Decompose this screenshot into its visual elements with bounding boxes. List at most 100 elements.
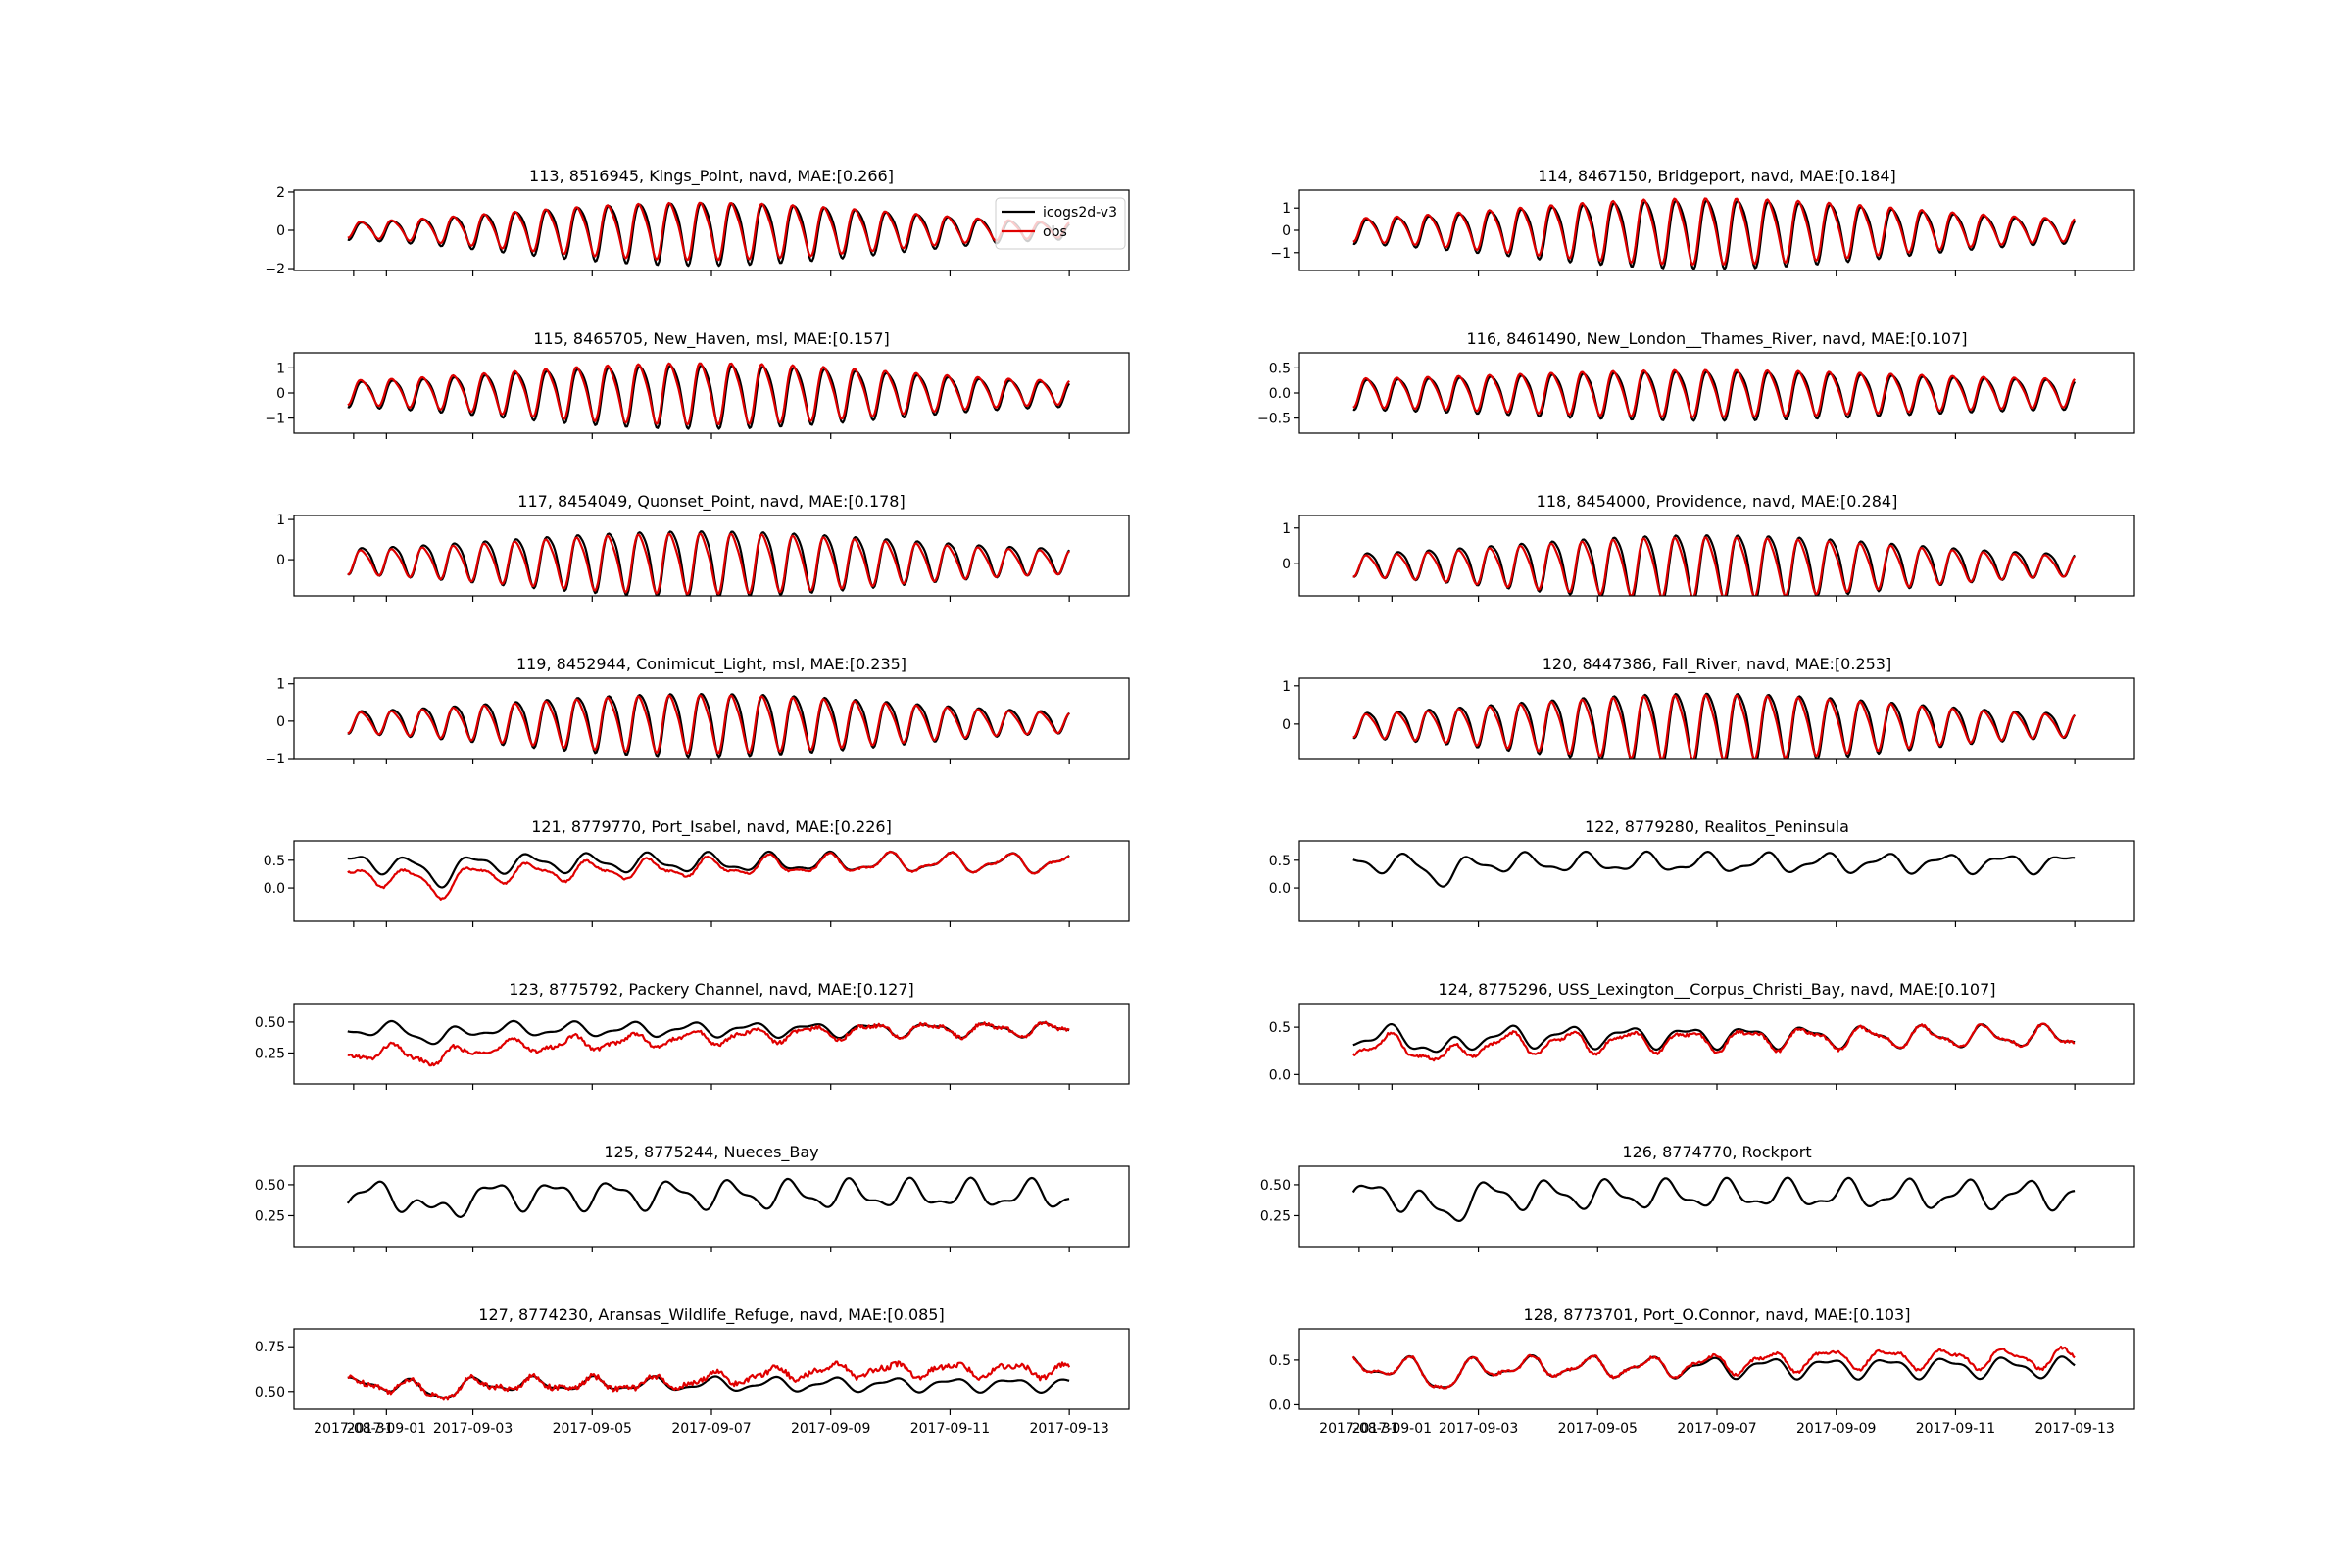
panel-title: 120, 8447386, Fall_River, navd, MAE:[0.2… xyxy=(1543,655,1891,674)
panel-title: 118, 8454000, Providence, navd, MAE:[0.2… xyxy=(1537,492,1898,511)
panel-title: 123, 8775792, Packery Channel, navd, MAE… xyxy=(509,980,913,999)
y-tick-label: 1 xyxy=(276,361,285,376)
panel-title: 119, 8452944, Conimicut_Light, msl, MAE:… xyxy=(516,655,906,674)
panel-title: 128, 8773701, Port_O.Connor, navd, MAE:[… xyxy=(1524,1305,1911,1325)
series-icogs2d-v3 xyxy=(347,365,1071,430)
panel-title: 122, 8779280, Realitos_Peninsula xyxy=(1585,817,1849,837)
chart-panel-14: 126, 8774770, Rockport 0.50 0.25 xyxy=(1260,1143,2135,1252)
y-tick-label: 0 xyxy=(1282,223,1291,239)
series-obs xyxy=(1351,1022,2076,1062)
series-icogs2d-v3 xyxy=(347,692,1070,759)
y-tick-label: −0.5 xyxy=(1257,412,1291,427)
chart-panel-2: 114, 8467150, Bridgeport, navd, MAE:[0.1… xyxy=(1270,167,2135,276)
x-tick-label: 2017-09-11 xyxy=(1916,1421,1995,1437)
y-tick-label: −2 xyxy=(265,262,285,277)
x-tick-label: 2017-09-11 xyxy=(910,1421,990,1437)
chart-panel-4: 116, 8461490, New_London__Thames_River, … xyxy=(1257,329,2135,439)
chart-panel-7: 119, 8452944, Conimicut_Light, msl, MAE:… xyxy=(265,655,1130,767)
y-tick-label: 0.25 xyxy=(255,1046,285,1061)
y-tick-label: 0.5 xyxy=(1269,361,1291,376)
legend: icogs2d-v3 obs xyxy=(995,197,1126,250)
y-tick-label: 0.0 xyxy=(1269,386,1291,402)
chart-panel-12: 124, 8775296, USS_Lexington__Corpus_Chri… xyxy=(1269,980,2135,1090)
y-tick-label: 0.50 xyxy=(1260,1178,1291,1194)
series-obs xyxy=(347,1360,1071,1401)
y-tick-label: 1 xyxy=(1282,521,1291,537)
series-obs xyxy=(347,362,1070,426)
y-tick-label: −1 xyxy=(1270,246,1291,262)
x-tick-label: 2017-09-13 xyxy=(2034,1421,2114,1437)
y-tick-label: 0.50 xyxy=(255,1015,285,1031)
y-tick-label: 1 xyxy=(276,513,285,528)
series-icogs2d-v3 xyxy=(347,530,1071,596)
panel-title: 113, 8516945, Kings_Point, navd, MAE:[0.… xyxy=(529,167,894,186)
chart-panel-11: 123, 8775792, Packery Channel, navd, MAE… xyxy=(255,980,1130,1090)
chart-panel-16: 128, 8773701, Port_O.Connor, navd, MAE:[… xyxy=(1269,1305,2135,1437)
plot-frame xyxy=(1298,1328,2135,1410)
panel-title: 125, 8775244, Nueces_Bay xyxy=(604,1143,818,1162)
series-icogs2d-v3 xyxy=(1352,692,2077,759)
series-icogs2d-v3 xyxy=(346,1176,1070,1219)
y-tick-label: 1 xyxy=(276,677,285,693)
chart-panel-5: 117, 8454049, Quonset_Point, navd, MAE:[… xyxy=(276,492,1130,602)
series-obs xyxy=(1351,1345,2076,1390)
y-tick-label: 0 xyxy=(1282,717,1291,733)
series-icogs2d-v3 xyxy=(1352,850,2076,888)
y-tick-label: 0.25 xyxy=(1260,1208,1291,1224)
series-obs xyxy=(347,1020,1070,1067)
chart-panel-13: 125, 8775244, Nueces_Bay 0.50 0.25 xyxy=(255,1143,1130,1252)
panel-title: 124, 8775296, USS_Lexington__Corpus_Chri… xyxy=(1438,980,1995,1000)
x-tick-label: 2017-08-31 xyxy=(314,1421,393,1437)
y-tick-label: 0 xyxy=(276,386,285,402)
series-icogs2d-v3 xyxy=(1352,534,2077,596)
x-tick-label: 2017-09-03 xyxy=(1439,1421,1518,1437)
series-obs xyxy=(347,850,1070,901)
panel-title: 116, 8461490, New_London__Thames_River, … xyxy=(1466,329,1967,349)
y-tick-label: 1 xyxy=(1282,679,1291,695)
y-tick-label: 0.5 xyxy=(1269,1020,1291,1036)
chart-panel-10: 122, 8779280, Realitos_Peninsula 0.5 0.0 xyxy=(1269,817,2135,927)
series-obs xyxy=(347,201,1070,262)
y-tick-label: 0.0 xyxy=(1269,881,1291,897)
panel-title: 121, 8779770, Port_Isabel, navd, MAE:[0.… xyxy=(531,817,892,837)
x-tick-label: 2017-09-01 xyxy=(1352,1421,1432,1437)
chart-panel-6: 118, 8454000, Providence, navd, MAE:[0.2… xyxy=(1282,492,2135,602)
panel-title: 114, 8467150, Bridgeport, navd, MAE:[0.1… xyxy=(1538,167,1896,185)
y-tick-label: −1 xyxy=(265,752,285,767)
panel-title: 127, 8774230, Aransas_Wildlife_Refuge, n… xyxy=(478,1305,944,1325)
y-tick-label: −1 xyxy=(265,412,285,427)
y-tick-label: 2 xyxy=(276,185,285,201)
series-obs xyxy=(1352,368,2076,418)
x-tick-label: 2017-09-05 xyxy=(1558,1421,1638,1437)
y-tick-label: 0.50 xyxy=(255,1178,285,1194)
x-tick-label: 2017-09-05 xyxy=(553,1421,632,1437)
y-tick-label: 0.0 xyxy=(264,881,285,897)
panel-title: 115, 8465705, New_Haven, msl, MAE:[0.157… xyxy=(533,329,890,349)
series-obs xyxy=(347,532,1070,596)
y-tick-label: 1 xyxy=(1282,201,1291,217)
panel-title: 126, 8774770, Rockport xyxy=(1622,1143,1811,1161)
x-tick-label: 2017-09-01 xyxy=(347,1421,426,1437)
y-tick-label: 0.0 xyxy=(1269,1397,1291,1413)
chart-panel-15: 127, 8774230, Aransas_Wildlife_Refuge, n… xyxy=(255,1305,1130,1437)
y-tick-label: 0 xyxy=(1282,557,1291,572)
series-obs xyxy=(1352,536,2076,596)
legend-label: icogs2d-v3 xyxy=(1043,205,1117,220)
chart-panel-8: 120, 8447386, Fall_River, navd, MAE:[0.2… xyxy=(1282,655,2135,764)
series-icogs2d-v3 xyxy=(1351,1176,2076,1223)
y-tick-label: 0 xyxy=(276,553,285,568)
y-tick-label: 0.75 xyxy=(255,1340,285,1355)
x-tick-label: 2017-09-07 xyxy=(1677,1421,1756,1437)
series-icogs2d-v3 xyxy=(347,202,1070,268)
chart-panel-1: 113, 8516945, Kings_Point, navd, MAE:[0.… xyxy=(265,167,1130,277)
y-tick-label: 0.25 xyxy=(255,1208,285,1224)
series-obs xyxy=(1352,197,2076,266)
plot-frame xyxy=(1298,840,2135,922)
legend-label: obs xyxy=(1043,224,1067,240)
chart-panel-3: 115, 8465705, New_Haven, msl, MAE:[0.157… xyxy=(265,329,1130,439)
x-tick-label: 2017-09-09 xyxy=(1796,1421,1876,1437)
y-tick-label: 0 xyxy=(276,714,285,730)
plot-frame xyxy=(1298,1003,2135,1085)
series-obs xyxy=(347,694,1070,755)
